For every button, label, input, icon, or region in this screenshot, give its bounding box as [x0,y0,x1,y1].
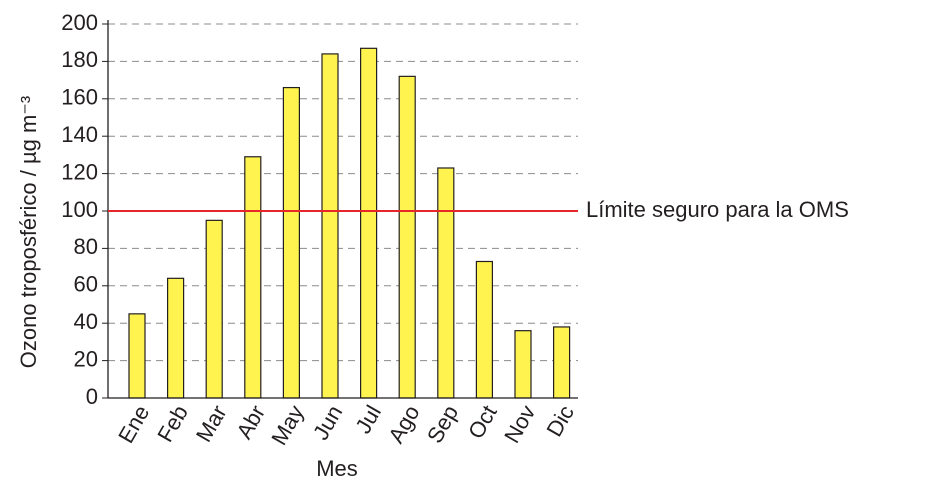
x-tick-label: Sep [422,401,463,447]
y-tick-label: 60 [74,272,98,297]
bar [128,313,146,399]
y-tick-label: 200 [61,10,98,35]
bar [321,53,339,399]
x-tick-label: Jun [308,401,347,444]
x-tick-label: Feb [152,401,193,446]
bar [244,156,262,399]
y-tick-label: 20 [74,346,98,371]
x-axis-title: Mes [316,456,358,481]
x-tick-label: Ene [113,401,154,447]
bar [360,47,378,399]
bar [475,260,493,399]
x-tick-label: May [266,401,308,449]
bar [205,219,223,399]
x-tick-label: Ago [383,401,424,447]
y-tick-label: 40 [74,309,98,334]
bar [282,86,300,399]
x-tick-label: Jul [350,401,386,438]
x-tick-label: Oct [463,401,502,443]
x-tick-label: Dic [541,401,579,441]
bar [167,277,185,399]
y-tick-label: 160 [61,85,98,110]
y-tick-label: 140 [61,122,98,147]
x-tick-label: Abr [231,401,270,443]
y-tick-label: 120 [61,159,98,184]
bar [398,75,416,399]
bar [437,167,455,399]
y-tick-label: 100 [61,197,98,222]
bar [552,326,571,399]
y-tick-label: 0 [86,384,98,409]
y-tick-label: 180 [61,47,98,72]
y-tick-label: 80 [74,234,98,259]
bar [514,330,532,399]
reference-label: Límite seguro para la OMS [586,197,849,222]
x-tick-label: Nov [499,401,540,447]
y-axis-title: Ozono troposférico / µg m⁻³ [16,96,41,369]
x-tick-label: Mar [191,401,232,446]
